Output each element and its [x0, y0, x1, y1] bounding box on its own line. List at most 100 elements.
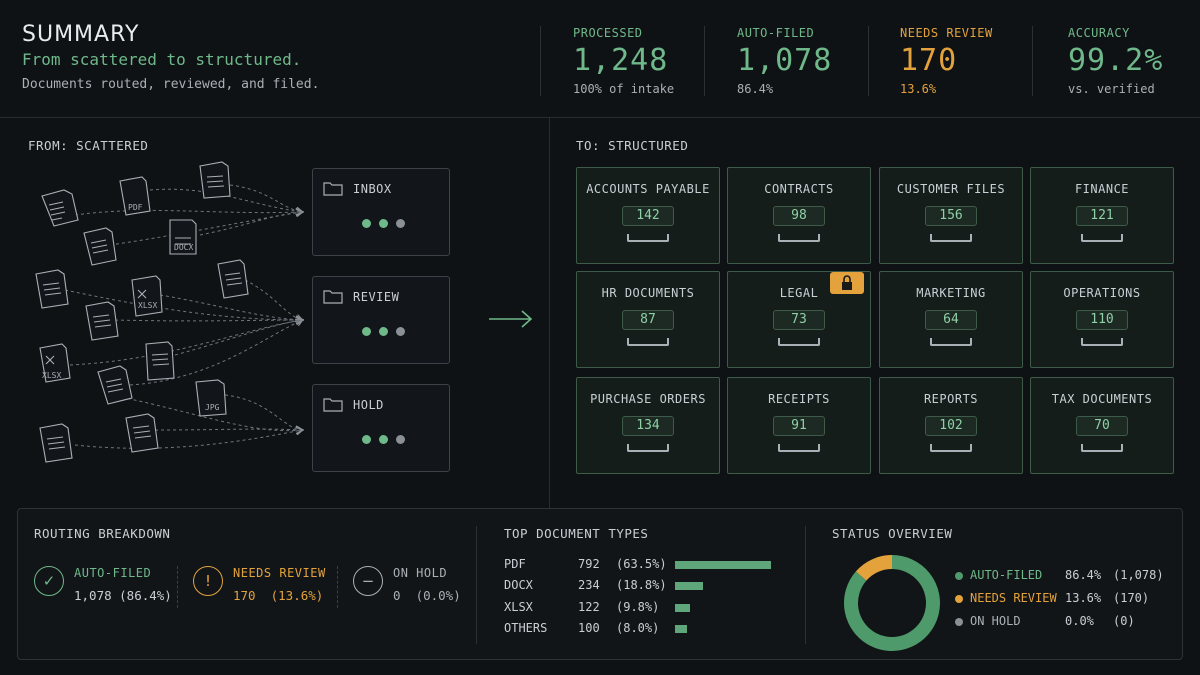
folder-contracts[interactable]: CONTRACTS 98	[727, 167, 871, 264]
lock-badge	[830, 272, 864, 294]
route-label: AUTO-FILED	[74, 566, 152, 580]
document-icon	[97, 365, 133, 405]
route-value: 170 (13.6%)	[233, 588, 324, 603]
folder-customer-files[interactable]: CUSTOMER FILES 156	[879, 167, 1023, 264]
flow-line	[224, 394, 302, 430]
flow-line	[229, 184, 302, 212]
folder-marketing[interactable]: MARKETING 64	[879, 271, 1023, 368]
bottom-divider	[805, 526, 806, 644]
arrow-right-icon	[489, 310, 533, 328]
doc-type-name: XLSX	[504, 600, 533, 614]
doc-type-pct: (8.0%)	[616, 621, 660, 635]
flow-line	[69, 320, 302, 366]
kpi-needs-review: NEEDS REVIEW 170 13.6%	[900, 26, 993, 98]
folder-hr-documents[interactable]: HR DOCUMENTS 87	[576, 271, 720, 368]
document-icon: DOCX	[169, 219, 197, 255]
folder-name: FINANCE	[1074, 182, 1130, 196]
kpi-label: ACCURACY	[1068, 26, 1130, 40]
folder-finance[interactable]: FINANCE 121	[1030, 167, 1174, 264]
progress-dots	[362, 435, 405, 444]
donut-slice-needs-review	[855, 555, 893, 581]
legend-pct: 0.0%	[1065, 614, 1094, 628]
folder-operations[interactable]: OPERATIONS 110	[1030, 271, 1174, 368]
page-title: SUMMARY	[22, 22, 140, 47]
kpi-accuracy: ACCURACY 99.2% vs. verified	[1068, 26, 1163, 98]
document-icon	[217, 259, 249, 299]
document-icon	[35, 269, 69, 309]
document-icon: XLSX	[131, 275, 163, 317]
doc-type-name: OTHERS	[504, 621, 548, 635]
status-title: STATUS OVERVIEW	[832, 526, 953, 541]
folder-icon	[323, 290, 343, 304]
flow-line	[199, 212, 302, 236]
minus-icon: −	[353, 566, 383, 596]
folder-reports[interactable]: REPORTS 102	[879, 377, 1023, 474]
doc-type-bar	[675, 604, 690, 612]
folder-count: 64	[925, 310, 977, 330]
queue-name: HOLD	[353, 397, 384, 412]
folder-receipts[interactable]: RECEIPTS 91	[727, 377, 871, 474]
folder-accounts-payable[interactable]: ACCOUNTS PAYABLE 142	[576, 167, 720, 264]
file-tag: XLSX	[42, 371, 61, 380]
queue-hold[interactable]: HOLD	[312, 384, 450, 472]
document-icon	[83, 227, 117, 266]
folder-count: 121	[1076, 206, 1128, 226]
kpi-divider	[704, 26, 705, 96]
flow-line	[109, 212, 302, 246]
status-legend-row: ON HOLD 0.0% (0)	[955, 614, 1165, 630]
queue-review[interactable]: REVIEW	[312, 276, 450, 364]
folder-count: 91	[773, 416, 825, 436]
bottom-divider	[476, 526, 477, 644]
folder-purchase-orders[interactable]: PURCHASE ORDERS 134	[576, 377, 720, 474]
folder-count: 142	[622, 206, 674, 226]
folder-count: 98	[773, 206, 825, 226]
status-legend-row: NEEDS REVIEW 13.6% (170)	[955, 591, 1165, 607]
kpi-value: 1,078	[737, 43, 833, 78]
structured-label: TO: STRUCTURED	[576, 138, 689, 153]
kpi-sub: 86.4%	[737, 82, 774, 96]
doc-type-pct: (9.8%)	[616, 600, 660, 614]
lock-icon	[842, 275, 852, 290]
flow-line	[74, 210, 302, 215]
document-icon	[41, 189, 79, 227]
folder-name: HR DOCUMENTS	[601, 286, 695, 300]
legend-label: AUTO-FILED	[970, 568, 1043, 582]
doc-type-row: DOCX 234 (18.8%)	[504, 578, 794, 594]
document-icon	[199, 161, 231, 199]
document-icon	[39, 423, 73, 463]
progress-dots	[362, 219, 405, 228]
alert-icon: !	[193, 566, 223, 596]
kpi-sub: 100% of intake	[573, 82, 675, 96]
document-icon	[125, 413, 159, 453]
doc-type-bar	[675, 582, 703, 590]
file-tag: JPG	[205, 403, 220, 412]
folder-icon	[323, 398, 343, 412]
flow-line	[64, 289, 302, 320]
folder-count: 110	[1076, 310, 1128, 330]
folder-icon	[323, 182, 343, 196]
kpi-value: 1,248	[573, 43, 669, 78]
document-icon	[85, 301, 119, 341]
folder-name: ACCOUNTS PAYABLE	[586, 182, 710, 196]
queue-inbox[interactable]: INBOX	[312, 168, 450, 256]
flow-line	[74, 430, 302, 449]
kpi-value: 99.2%	[1068, 43, 1164, 78]
page-description: Documents routed, reviewed, and filed.	[22, 77, 320, 92]
kpi-processed: PROCESSED 1,248 100% of intake	[573, 26, 674, 98]
scattered-label: FROM: SCATTERED	[28, 138, 149, 153]
tray-icon	[930, 234, 972, 242]
route-auto-filed: ✓ AUTO-FILED 1,078 (86.4%)	[34, 566, 172, 603]
legend-dot	[955, 595, 963, 603]
progress-dots	[362, 327, 405, 336]
doc-type-row: PDF 792 (63.5%)	[504, 557, 794, 573]
folder-name: RECEIPTS	[768, 392, 830, 406]
tray-icon	[627, 338, 669, 346]
folder-tax-documents[interactable]: TAX DOCUMENTS 70	[1030, 377, 1174, 474]
kpi-label: NEEDS REVIEW	[900, 26, 993, 40]
document-icon: JPG	[195, 379, 227, 417]
donut-slice-auto-filed	[844, 555, 940, 651]
kpi-divider	[868, 26, 869, 96]
folder-name: OPERATIONS	[1063, 286, 1141, 300]
legend-count: (0)	[1113, 614, 1135, 628]
folder-name: LEGAL	[779, 286, 819, 300]
